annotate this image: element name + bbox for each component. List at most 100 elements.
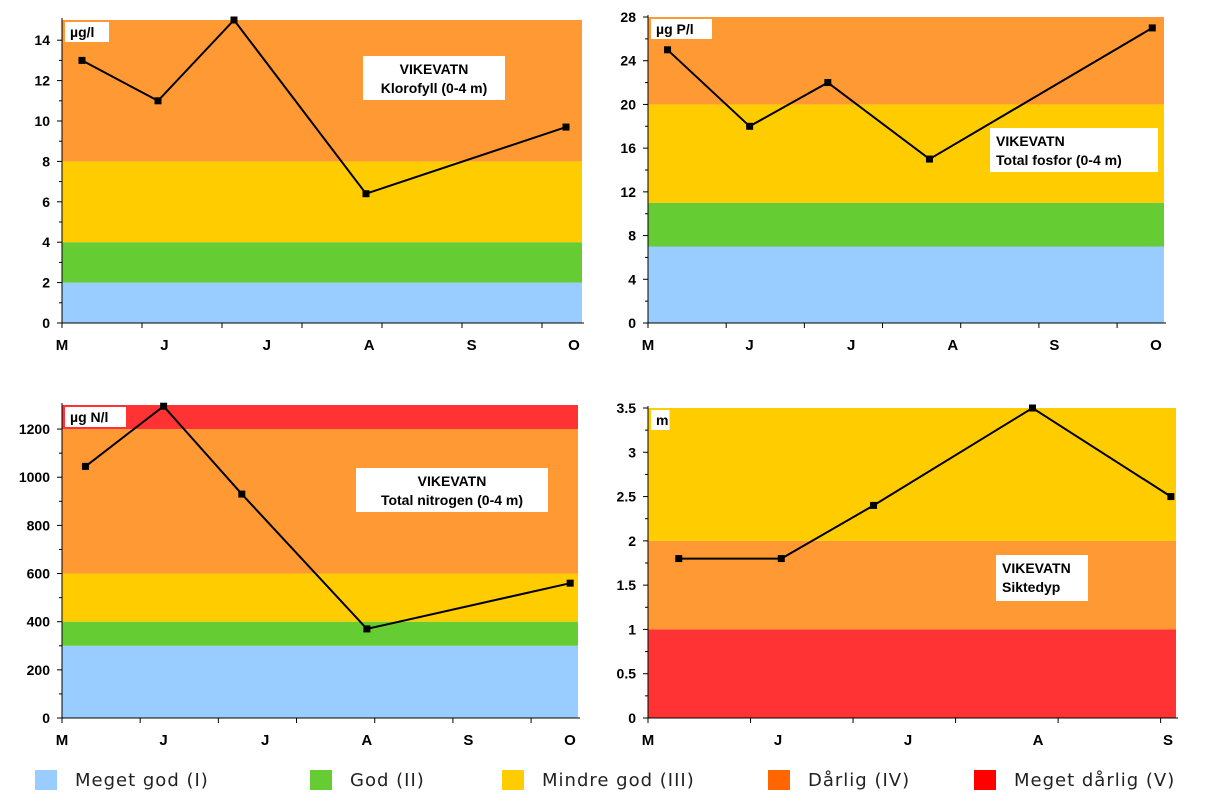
band-mindre-god — [648, 408, 1176, 541]
x-tick-label: J — [261, 732, 269, 749]
y-tick-label: 4 — [628, 271, 636, 287]
legend-swatch-god — [310, 770, 332, 790]
y-tick-label: 600 — [27, 566, 51, 582]
unit-label-box — [651, 410, 670, 430]
x-tick-label: S — [1163, 732, 1173, 749]
y-tick-label: 8 — [42, 153, 50, 169]
data-point — [1148, 24, 1156, 32]
x-tick-label: J — [745, 337, 753, 354]
chart-subtitle: Total fosfor (0-4 m) — [996, 152, 1122, 168]
chart-1: 0 2 4 6 8 10 12 14 M J J A S Oµg/l VIKEVATN Klorofyll (… — [34, 16, 584, 354]
band-mindre-god — [62, 161, 582, 243]
y-tick-label: 6 — [42, 194, 50, 210]
chart-title: VIKEVATN — [1002, 560, 1071, 576]
x-tick-label: J — [774, 732, 782, 749]
legend-item-god: God (II) — [310, 768, 425, 792]
y-tick-label: 400 — [27, 614, 51, 630]
y-tick-label: 12 — [34, 73, 50, 89]
y-tick-label: 1000 — [19, 469, 50, 485]
band-meget-god — [62, 645, 578, 718]
x-tick-label: A — [364, 337, 375, 354]
data-point — [238, 490, 246, 498]
y-tick-label: 1200 — [19, 421, 50, 437]
chart-title-box — [996, 555, 1088, 601]
y-tick-label: 3 — [628, 444, 636, 460]
y-tick-label: 12 — [620, 184, 636, 200]
legend-label: Dårlig (IV) — [808, 769, 911, 791]
x-tick-label: J — [847, 337, 855, 354]
data-point — [81, 462, 89, 470]
chart-title-box — [356, 468, 548, 512]
x-tick-label: M — [642, 732, 655, 749]
data-point — [1167, 493, 1175, 501]
chart-title: VIKEVATN — [400, 61, 469, 77]
x-tick-label: J — [904, 732, 912, 749]
data-point — [746, 122, 754, 130]
y-tick-label: 16 — [620, 140, 636, 156]
y-tick-label: 0 — [42, 315, 50, 331]
band-god — [62, 621, 578, 646]
chart-title-box — [363, 56, 505, 100]
legend-swatch-meget-god — [35, 770, 57, 790]
x-tick-label: J — [160, 337, 168, 354]
y-tick-label: 200 — [27, 662, 51, 678]
legend-label: God (II) — [350, 769, 425, 791]
x-tick-label: A — [361, 732, 372, 749]
data-point — [925, 155, 933, 163]
x-tick-label: M — [642, 337, 655, 354]
legend-swatch-darlig — [768, 770, 790, 790]
data-point — [566, 579, 574, 587]
legend-label: Meget god (I) — [75, 769, 209, 791]
data-point — [363, 625, 371, 633]
y-tick-label: 0.5 — [617, 666, 637, 682]
band-meget-god — [648, 246, 1164, 323]
data-point — [78, 56, 86, 64]
unit-label-box — [65, 407, 126, 427]
legend-swatch-mindre-god — [502, 770, 524, 790]
y-tick-label: 0 — [628, 710, 636, 726]
legend-item-meget-god: Meget god (I) — [35, 768, 209, 792]
unit-label: µg P/l — [656, 21, 694, 37]
y-tick-label: 24 — [620, 53, 636, 69]
x-tick-label: S — [467, 337, 477, 354]
y-tick-label: 10 — [34, 113, 50, 129]
data-point — [824, 79, 832, 87]
unit-label: µg N/l — [70, 409, 108, 425]
legend-label: Mindre god (III) — [542, 769, 695, 791]
y-tick-label: 2 — [42, 275, 50, 291]
legend-item-darlig: Dårlig (IV) — [768, 768, 910, 792]
band-mindre-god — [62, 573, 578, 622]
y-tick-label: 0 — [628, 315, 636, 331]
band-darlig — [648, 17, 1164, 105]
x-tick-label: O — [1150, 337, 1162, 354]
legend: Meget god (I) God (II) Mindre god (III) … — [0, 760, 1206, 805]
chart-2: 0 4 8 12 16 20 24 28 M J J A S Oµg P/l VIKEVATN Total f… — [620, 9, 1166, 354]
x-tick-label: O — [564, 732, 576, 749]
legend-item-meget-darlig: Meget dårlig (V) — [974, 768, 1175, 792]
band-god — [648, 202, 1164, 247]
y-tick-label: 8 — [628, 228, 636, 244]
chart-title: VIKEVATN — [418, 473, 487, 489]
data-point — [154, 97, 162, 105]
x-tick-label: M — [56, 732, 69, 749]
x-tick-label: A — [1033, 732, 1044, 749]
y-tick-label: 800 — [27, 517, 51, 533]
chart-subtitle: Siktedyp — [1002, 579, 1060, 595]
x-tick-label: J — [263, 337, 271, 354]
legend-label: Meget dårlig (V) — [1014, 769, 1176, 791]
x-tick-label: S — [1049, 337, 1059, 354]
y-tick-label: 20 — [620, 96, 636, 112]
y-tick-label: 28 — [620, 9, 636, 25]
legend-swatch-meget-darlig — [974, 770, 996, 790]
y-tick-label: 2.5 — [617, 489, 637, 505]
y-tick-label: 1 — [628, 621, 636, 637]
unit-label-box — [65, 22, 109, 42]
chart-subtitle: Klorofyll (0-4 m) — [381, 80, 488, 96]
band-meget-darlig — [648, 629, 1176, 718]
band-meget-god — [62, 282, 582, 323]
y-tick-label: 2 — [628, 533, 636, 549]
data-point — [230, 16, 238, 24]
y-tick-label: 1.5 — [617, 577, 637, 593]
band-god — [62, 242, 582, 283]
